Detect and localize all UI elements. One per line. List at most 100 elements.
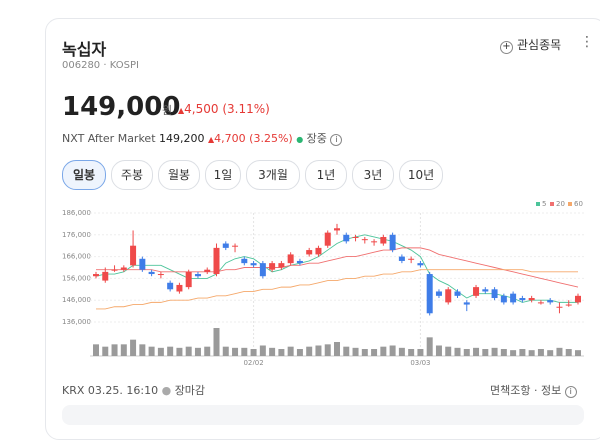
volume-bar [250,349,257,356]
volume-bar [575,350,581,356]
volume-bar [93,344,99,356]
volume-bar [528,350,535,356]
volume-bar [380,346,387,356]
stock-code: 006280 · KOSPI [62,60,139,71]
source: KRX 03.25. 16:10 [62,384,159,397]
period-tab[interactable]: 주봉 [111,160,153,190]
more-button[interactable]: ⋮ [580,34,594,50]
moving-average [96,269,578,310]
price: 149,000 [62,92,181,122]
candle-body [417,263,424,266]
legend-label: 60 [574,200,583,208]
candle-body [250,263,257,266]
volume-bar [510,350,517,356]
candle-body [426,274,433,314]
candle-body [445,289,452,303]
volume-bar [176,347,183,356]
candle-body [519,298,526,301]
y-tick-label: 166,000 [62,253,91,261]
volume-bar [306,346,313,356]
candle-body [222,243,229,248]
candle-body [575,295,581,303]
watch-label: 관심종목 [517,38,562,52]
volume-bar [463,349,470,356]
volume-bar [148,346,155,356]
volume-bar [352,347,359,356]
chart: 136,000 146,000 156,000 166,000 176,000 186,0… [62,200,584,365]
legend-swatch [536,202,540,206]
candle-body [324,232,331,246]
volume-bar [491,347,498,356]
volume-bar [445,346,452,356]
candle-body [213,247,220,275]
nxt-price: 149,200 [159,132,205,145]
period-tab[interactable]: 1년 [305,160,347,190]
volume-bar [204,346,211,356]
nxt-change: 4,700 (3.25%) [214,132,293,145]
volume-bar [454,347,461,356]
period-tab[interactable]: 1일 [205,160,241,190]
period-tab[interactable]: 3년 [352,160,394,190]
volume-bar [519,349,526,356]
watch-button[interactable]: + 관심종목 [500,36,561,54]
candle-body [185,271,192,288]
volume-bar [194,347,201,356]
volume-bar [167,346,174,356]
volume-bar [232,347,239,356]
volume-bar [408,349,415,356]
nxt-status: 장중 [306,132,327,145]
volume-bar [537,349,544,356]
candle-body [232,245,239,247]
candle-body [482,289,489,292]
candle-body [565,304,572,306]
volume-bar [296,349,303,356]
nxt-label: NXT After Market [62,132,156,145]
legend-label: 20 [556,200,565,208]
volume-bar [120,344,127,356]
volume-bar [556,347,563,356]
volume-bar [315,345,322,356]
candle-body [398,256,405,261]
y-tick-label: 136,000 [62,318,91,326]
period-tab[interactable]: 3개월 [246,160,300,190]
volume-bar [111,344,118,356]
period-tab[interactable]: 일봉 [62,160,106,190]
volume-bar [222,346,229,356]
candle-body [259,263,266,277]
period-tab[interactable]: 10년 [399,160,443,190]
period-tab[interactable]: 월봉 [158,160,200,190]
volume-bar [398,347,405,356]
x-tick-label: 03/03 [410,359,430,365]
candle-body [194,274,201,277]
volume-bar [435,345,442,356]
candle-body [93,274,99,277]
volume-bar [213,328,220,356]
candle-body [556,306,563,308]
volume-bar [287,346,294,356]
change-text: 4,500 (3.11%) [184,102,270,116]
candle-body [463,302,470,305]
disclaimer[interactable]: 면책조항 [490,384,531,397]
volume-bar [565,349,572,356]
candle-body [454,291,461,296]
volume-bar [343,346,350,356]
volume-bar [500,349,507,356]
moving-average [95,234,578,303]
candle-body [315,247,322,255]
volume-bar [417,349,424,356]
legend-swatch [550,202,554,206]
market-status: 장마감 [174,384,206,397]
candle-body [408,258,415,260]
candle-body [473,287,480,296]
candle-body [371,241,378,243]
candle-body [269,263,276,270]
y-tick-label: 146,000 [62,296,91,304]
volume-bar [278,349,285,356]
candle-body [241,258,248,264]
info[interactable]: 정보 [540,384,562,397]
moving-average [96,247,579,288]
candle-body [120,267,127,270]
price-unit: 원 [162,104,173,117]
bottom-strip [62,405,584,425]
volume-bar [241,347,248,356]
